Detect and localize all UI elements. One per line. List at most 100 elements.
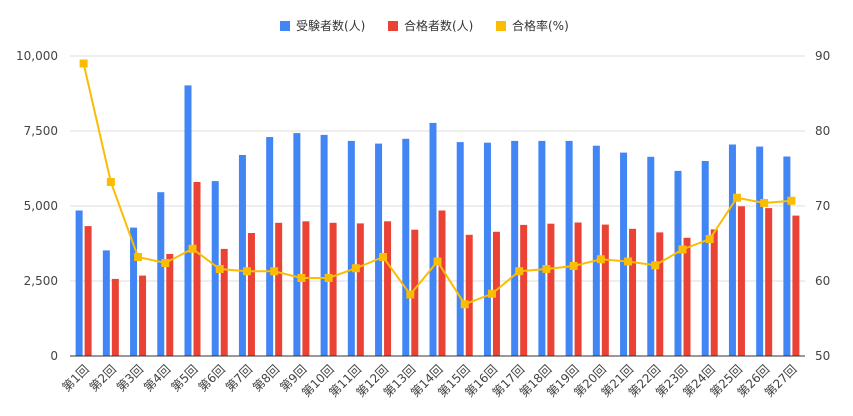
legend-label: 合格者数(人) [404, 18, 473, 33]
bar-passers [683, 237, 691, 356]
pass-rate-point [106, 178, 115, 186]
bar-passers [84, 226, 92, 356]
left-axis-tick-label: 2,500 [24, 274, 58, 288]
bar-examinees [320, 134, 328, 356]
bar-passers [275, 222, 283, 356]
bar-passers [302, 221, 310, 356]
pass-rate-point [596, 255, 605, 264]
bar-passers [356, 223, 364, 356]
bar-examinees [674, 170, 682, 356]
pass-rate-point [79, 59, 88, 68]
pass-rate-point [379, 253, 388, 261]
bar-examinees [184, 85, 192, 357]
bar-examinees [620, 152, 628, 356]
pass-rate-point [215, 265, 224, 273]
x-axis-tick-label: 第5回 [168, 362, 200, 394]
legend-swatch [388, 21, 398, 31]
bar-passers [601, 224, 609, 356]
bar-examinees [75, 210, 83, 356]
x-axis-tick-label: 第1回 [59, 362, 91, 394]
pass-rate-point [460, 300, 469, 309]
bar-examinees [592, 145, 600, 356]
bar-passers [166, 254, 174, 356]
x-axis-tick-label: 第2回 [87, 362, 119, 394]
bar-examinees [102, 250, 110, 356]
bar-examinees [756, 146, 764, 356]
pass-rate-point [433, 257, 442, 266]
bar-examinees [456, 142, 464, 356]
bar-passers [139, 275, 147, 356]
bar-examinees [211, 181, 219, 356]
pass-rate-point [134, 253, 143, 261]
bar-examinees [266, 137, 274, 356]
legend-label: 受験者数(人) [296, 18, 365, 33]
pass-rate-point [705, 235, 714, 243]
bar-passers [792, 215, 800, 356]
right-axis-tick-label: 70 [815, 199, 830, 213]
left-axis-tick-label: 10,000 [16, 49, 58, 63]
pass-rate-point [188, 244, 197, 253]
pass-rate-point [732, 193, 741, 202]
bar-passers [465, 234, 473, 356]
bar-examinees [565, 140, 573, 356]
left-axis-tick-label: 0 [50, 349, 58, 363]
bar-examinees [402, 138, 410, 356]
pass-rate-point [161, 259, 170, 267]
pass-rate-point [515, 267, 524, 276]
pass-rate-point [351, 264, 360, 273]
bar-examinees [375, 143, 383, 356]
pass-rate-point [678, 245, 687, 254]
bar-examinees [429, 122, 437, 357]
bar-examinees [728, 144, 736, 356]
bar-examinees [538, 140, 546, 356]
left-axis-tick-label: 5,000 [24, 199, 58, 213]
pass-rate-point [242, 267, 251, 276]
bar-examinees [511, 140, 519, 356]
bar-passers [411, 229, 419, 356]
x-axis-tick-label: 第6回 [196, 362, 228, 394]
legend-swatch [496, 21, 506, 31]
bar-passers [520, 224, 528, 356]
bar-passers [220, 248, 228, 356]
bar-passers [737, 206, 745, 356]
pass-rate-point [760, 199, 769, 207]
right-axis-tick-label: 90 [815, 49, 830, 63]
bar-passers [574, 222, 582, 356]
right-axis-tick-label: 50 [815, 349, 830, 363]
bar-passers [193, 182, 201, 356]
pass-rate-point [487, 289, 496, 298]
bar-examinees [483, 142, 491, 356]
pass-rate-point [624, 257, 633, 266]
bar-passers [384, 221, 392, 356]
bar-examinees [293, 133, 301, 356]
pass-rate-point [324, 274, 333, 282]
legend-label: 合格率(%) [512, 18, 569, 33]
bar-examinees [347, 140, 355, 356]
bar-examinees [238, 155, 246, 356]
pass-rate-point [651, 261, 660, 270]
right-axis-tick-label: 80 [815, 124, 830, 138]
x-axis-tick-label: 第3回 [114, 362, 146, 394]
bar-passers [629, 228, 637, 356]
x-axis-tick-label: 第4回 [141, 362, 173, 394]
right-axis-tick-label: 60 [815, 274, 830, 288]
pass-rate-point [569, 262, 578, 270]
x-axis-tick-label: 第7回 [223, 362, 255, 394]
legend-swatch [280, 21, 290, 31]
left-axis-tick-label: 7,500 [24, 124, 58, 138]
pass-rate-point [297, 274, 306, 282]
bar-passers [247, 233, 255, 356]
bar-passers [111, 278, 119, 356]
bar-examinees [130, 227, 138, 356]
bar-passers [438, 210, 446, 356]
bar-examinees [647, 156, 655, 356]
bar-examinees [157, 192, 165, 356]
bar-passers [656, 232, 664, 356]
pass-rate-point [406, 290, 415, 299]
bar-passers [765, 208, 773, 356]
bar-passers [710, 229, 718, 356]
pass-rate-point [542, 265, 551, 273]
bar-examinees [701, 161, 709, 356]
